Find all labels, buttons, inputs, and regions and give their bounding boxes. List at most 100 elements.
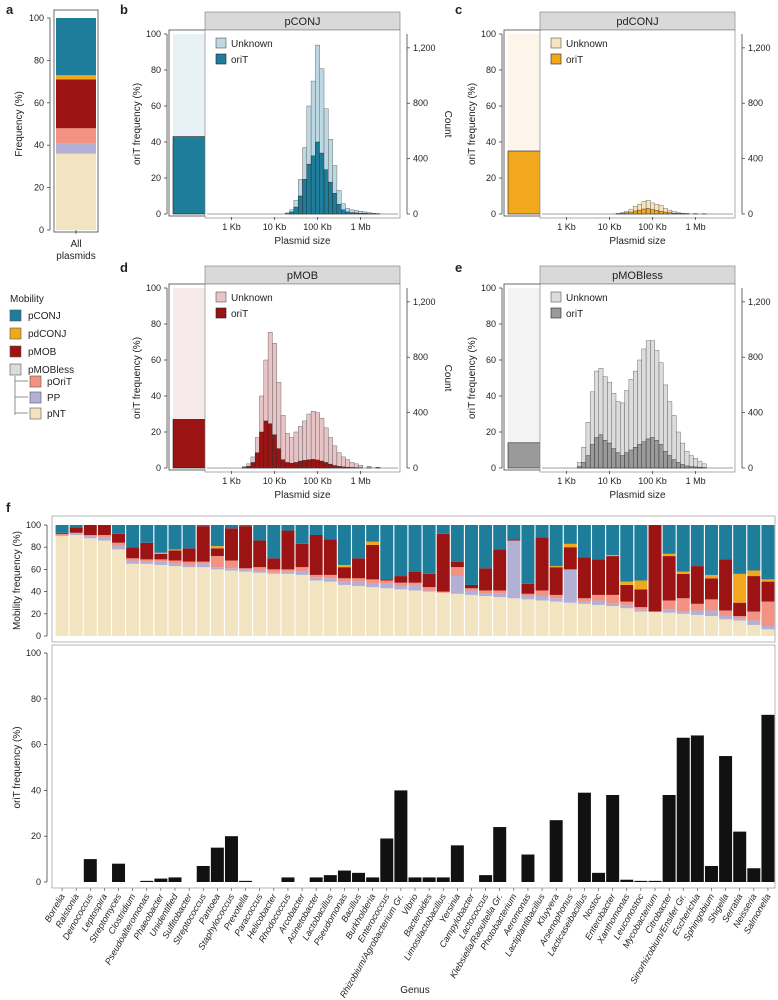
panel-pMOB-right-tick-label: 800 <box>413 352 428 362</box>
panel-f-stack-pMOB <box>507 539 521 541</box>
panel-f-stack-pMOB <box>394 576 408 583</box>
panel-pMOBless-bar-orit <box>671 459 677 469</box>
panel-f-stack-pdCONJ <box>704 574 718 579</box>
panel-letter-d: d <box>120 260 128 275</box>
panel-pdCONJ-legend-orit: oriT <box>566 55 583 66</box>
panel-pMOB-xtick-label: 100 Kb <box>303 476 332 486</box>
panel-pCONJ-left-tick-label: 0 <box>156 209 161 219</box>
panel-a-bar-pNT <box>56 153 96 230</box>
panel-f-stack-pNT <box>450 593 464 636</box>
panel-pMOB-left-tick-label: 20 <box>151 427 161 437</box>
panel-f-stack-pCONJ <box>168 525 182 550</box>
panel-pCONJ-legend-orit-swatch <box>215 53 227 65</box>
panel-f-stack-pNT <box>535 600 549 636</box>
legend-title: Mobility <box>10 294 44 305</box>
panel-f-stack-pMOB <box>366 544 380 580</box>
panel-letter-a: a <box>6 2 14 17</box>
panel-f-stack-pOriT <box>337 578 351 582</box>
panel-f-stack-pNT <box>253 572 267 636</box>
panel-f-stack-pdCONJ <box>676 571 690 574</box>
panel-pMOB-bar-unknown <box>323 427 329 469</box>
panel-f-stack-pMOB <box>747 576 761 612</box>
panel-f-stack-PP <box>281 571 295 574</box>
panel-f-orit-bar <box>747 868 761 882</box>
panel-f-stack-pOriT <box>394 582 408 587</box>
panel-f-orit-bar <box>366 877 380 882</box>
panel-pMOBless-bar-orit <box>594 437 599 469</box>
panel-f-stack-pCONJ <box>253 525 267 541</box>
panel-f-stack-pCONJ <box>112 525 126 534</box>
panel-f-stack-pCONJ <box>464 525 478 585</box>
panel-f-stack-pOriT <box>253 567 267 571</box>
panel-pdCONJ-bar-orit <box>650 209 655 215</box>
panel-f-stack-PP <box>323 578 337 582</box>
panel-a-ytick-label: 80 <box>34 55 44 65</box>
panel-f-orit-bar <box>408 877 422 882</box>
panel-f-stack-pdCONJ <box>733 573 747 603</box>
legend-label-PP: PP <box>47 393 61 404</box>
panel-pCONJ-bar-orit <box>297 195 303 215</box>
panel-pMOB-xlabel: Plasmid size <box>274 490 331 501</box>
panel-f-stack-pMOB <box>408 571 422 583</box>
panel-pdCONJ-bar-orit <box>632 210 638 215</box>
panel-pMOBless-bar-orit <box>658 444 664 469</box>
panel-f-stack-PP <box>352 581 366 587</box>
panel-f-stack-PP <box>196 563 210 568</box>
panel-f-stack-pNT <box>140 563 154 636</box>
panel-f-stack-pNT <box>733 620 747 636</box>
panel-pMOB-bar-orit <box>280 459 286 469</box>
panel-f-stack-PP <box>479 593 493 597</box>
panel-pMOBless-bar-unknown <box>697 460 703 469</box>
panel-f-stack-pMOB <box>662 556 676 601</box>
panel-pCONJ-bar-orit <box>332 193 338 215</box>
panel-f-stack-pCONJ <box>281 525 295 531</box>
panel-f-stack-pdCONJ <box>337 564 351 568</box>
panel-pCONJ-bar-orit <box>328 181 333 215</box>
panel-f-stack-pNT <box>69 534 83 636</box>
panel-f-stack-pCONJ <box>55 525 69 533</box>
panel-pMOBless-xtick-label: 100 Kb <box>638 476 667 486</box>
panel-f-stack-pNT <box>493 597 507 636</box>
panel-f-stack-pOriT <box>55 533 69 535</box>
panel-f-stack-pOriT <box>168 560 182 564</box>
panel-pMOB-bar-orit <box>306 459 312 469</box>
panel-f-stack-pOriT <box>126 558 140 561</box>
panel-f-stack-pOriT <box>479 590 493 594</box>
panel-f-stack-pCONJ <box>380 525 394 580</box>
panel-pCONJ-bar-orit <box>345 211 351 215</box>
panel-f-stack-pOriT <box>662 600 676 610</box>
panel-f-stack-pCONJ <box>563 525 577 544</box>
panel-f-stack-pMOB <box>168 550 182 561</box>
panel-f-stack-pdCONJ <box>549 566 563 568</box>
panel-f-stack-pOriT <box>408 582 422 585</box>
panel-pCONJ-left-tick-label: 40 <box>151 137 161 147</box>
panel-pdCONJ-left-tick-label: 20 <box>486 173 496 183</box>
panel-f-stack-pNT <box>422 591 436 636</box>
panel-pdCONJ-xtick-label: 10 Kb <box>598 222 622 232</box>
panel-f-stack-pMOB <box>295 543 309 568</box>
panel-f-stack-PP <box>719 616 733 620</box>
panel-f-stack-pdCONJ <box>662 553 676 557</box>
panel-f-stack-pCONJ <box>450 525 464 562</box>
panel-pMOBless-bar-orit <box>602 440 608 469</box>
panel-f-stack-pCONJ <box>422 525 436 574</box>
panel-f-stack-pNT <box>281 573 295 636</box>
panel-f-bottom-frame <box>51 644 776 889</box>
panel-pMOB-xtick-label: 1 Mb <box>351 476 371 486</box>
panel-f-top-ytick-label: 80 <box>31 542 41 552</box>
panel-a-ytick-label: 0 <box>39 225 44 235</box>
panel-f-stack-PP <box>267 572 281 574</box>
panel-f-stack-pNT <box>436 592 450 636</box>
panel-f-stack-PP <box>408 584 422 591</box>
panel-pMOB-left-tick-label: 60 <box>151 355 161 365</box>
panel-f-stack-pMOB <box>690 566 704 604</box>
panel-f-stack-pCONJ <box>309 525 323 535</box>
panel-f-stack-PP <box>422 590 436 592</box>
panel-f-stack-pNT <box>126 563 140 636</box>
panel-pMOB-bar-orit <box>323 462 329 469</box>
panel-pMOBless-right-tick-label: 800 <box>748 352 763 362</box>
panel-pCONJ-right-tick-label: 800 <box>413 98 428 108</box>
panel-f-stack-pNT <box>182 567 196 636</box>
panel-f-stack-PP <box>606 603 620 607</box>
panel-f-orit-bar <box>224 836 238 882</box>
